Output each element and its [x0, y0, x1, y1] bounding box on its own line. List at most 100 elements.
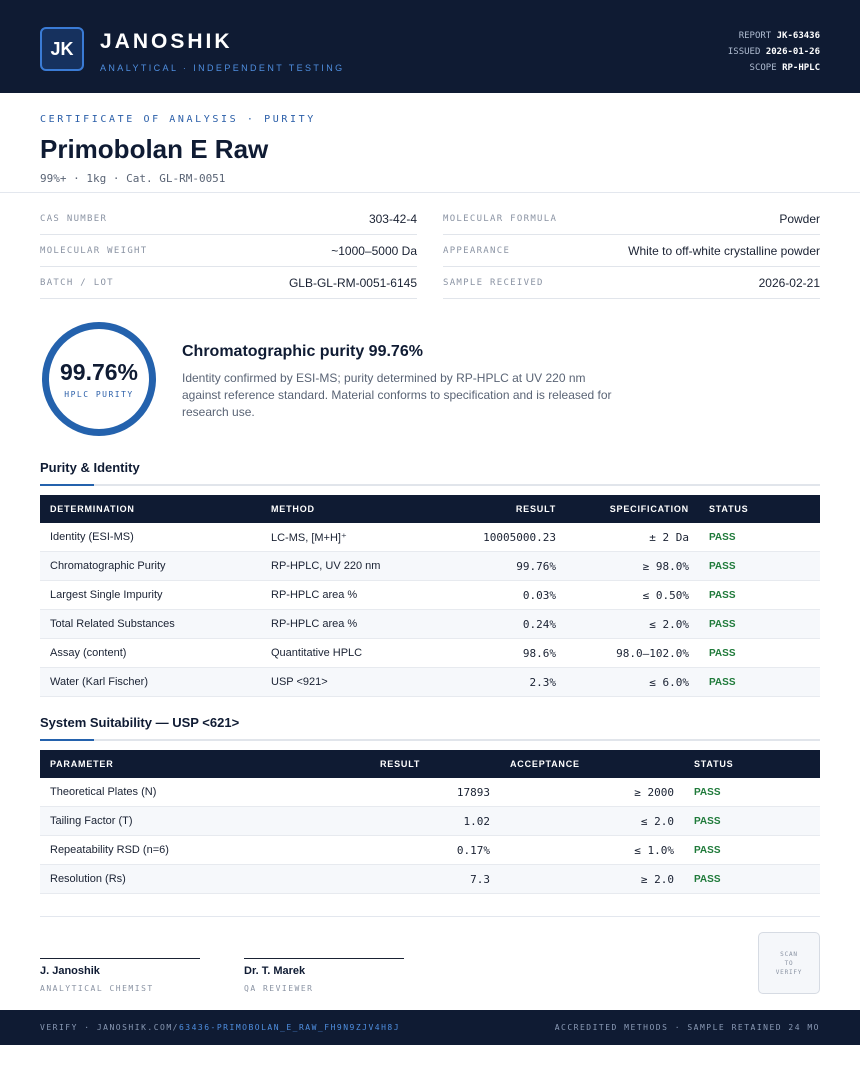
purity-value: 99.76%: [59, 359, 138, 385]
table-header-row: DETERMINATION METHOD RESULT SPECIFICATIO…: [40, 495, 820, 523]
report-meta: REPORT JK-63436 ISSUED 2026-01-26 SCOPE …: [728, 28, 820, 76]
status-badge: PASS: [699, 523, 820, 552]
column-header: RESULT: [380, 759, 421, 769]
footer-note: ACCREDITED METHODS · SAMPLE RETAINED 24 …: [554, 1023, 820, 1032]
report-id-label: REPORT: [738, 31, 772, 41]
issued-value: 2026-01-26: [765, 47, 820, 57]
result-cell: 10005000.23: [435, 523, 566, 552]
property-appearance: APPEARANCE White to off-white crystallin…: [443, 235, 820, 267]
table-row: Tailing Factor (T) 1.02 ≤ 2.0 PASS: [40, 806, 820, 836]
certificate-eyebrow: CERTIFICATE OF ANALYSIS · PURITY: [40, 114, 316, 125]
scope-value: RP-HPLC: [782, 63, 820, 73]
property-key: APPEARANCE: [443, 245, 511, 256]
verify-text: VERIFY · JANOSHIK.COM/63436-PRIMOBOLAN_E…: [40, 1023, 400, 1032]
result-cell: 17893: [310, 778, 500, 807]
result-cell: 0.03%: [435, 580, 566, 610]
property-key: MOLECULAR WEIGHT: [40, 245, 148, 256]
status-badge: PASS: [699, 609, 820, 639]
scope-row: SCOPE RP-HPLC: [728, 60, 820, 76]
table-row: Resolution (Rs) 7.3 ≥ 2.0 PASS: [40, 864, 820, 894]
qr-label: SCAN: [780, 950, 798, 958]
section-rule: [40, 739, 820, 741]
scope-label: SCOPE: [749, 63, 777, 73]
determination-cell: Total Related Substances: [40, 609, 261, 639]
issued-row: ISSUED 2026-01-26: [728, 44, 820, 60]
method-cell: Quantitative HPLC: [261, 638, 435, 668]
brand-logo: JK: [40, 27, 84, 71]
spec-cell: 98.0–102.0%: [566, 638, 699, 668]
table-row: Assay (content) Quantitative HPLC 98.6% …: [40, 638, 820, 668]
brand-name: JANOSHIK: [100, 30, 233, 53]
property-key: CAS NUMBER: [40, 213, 108, 224]
result-cell: 0.17%: [310, 835, 500, 865]
product-title: Primobolan E Raw: [40, 134, 269, 164]
signature-line: [40, 958, 200, 959]
result-cell: 7.3: [310, 864, 500, 894]
method-cell: USP <921>: [261, 667, 435, 697]
property-key: SAMPLE RECEIVED: [443, 277, 544, 288]
spec-cell: ≤ 2.0%: [566, 609, 699, 639]
purity-ring: 99.76% HPLC PURITY: [42, 322, 156, 436]
property-sample-received: SAMPLE RECEIVED 2026-02-21: [443, 267, 820, 299]
column-header: STATUS: [694, 759, 734, 769]
acceptance-cell: ≥ 2000: [500, 778, 684, 807]
status-badge: PASS: [684, 778, 820, 807]
result-cell: 1.02: [310, 806, 500, 836]
section-rule-accent: [40, 739, 94, 741]
signature-name: Dr. T. Marek: [244, 965, 306, 977]
report-header: JK JANOSHIK ANALYTICAL · INDEPENDENT TES…: [0, 0, 860, 93]
determination-cell: Assay (content): [40, 638, 261, 668]
property-value: 2026-02-21: [758, 275, 820, 290]
property-value: White to off-white crystalline powder: [628, 243, 820, 258]
parameter-cell: Resolution (Rs): [40, 864, 310, 894]
signature-role: QA REVIEWER: [244, 984, 314, 993]
system-suitability-table: PARAMETER RESULT ACCEPTANCE STATUS Theor…: [40, 750, 820, 894]
purity-description: Identity confirmed by ESI-MS; purity det…: [182, 371, 612, 419]
determination-cell: Chromatographic Purity: [40, 551, 261, 581]
table-row: Theoretical Plates (N) 17893 ≥ 2000 PASS: [40, 778, 820, 807]
column-header: STATUS: [709, 504, 749, 514]
divider: [0, 192, 860, 193]
table-row: Water (Karl Fischer) USP <921> 2.3% ≤ 6.…: [40, 667, 820, 697]
result-cell: 99.76%: [435, 551, 566, 581]
section-title-purity-identity: Purity & Identity: [40, 460, 140, 475]
status-badge: PASS: [699, 580, 820, 610]
signature-line: [244, 958, 404, 959]
method-cell: RP-HPLC area %: [261, 580, 435, 610]
property-value: ~1000–5000 Da: [331, 243, 417, 258]
qr-label: TO: [784, 959, 794, 967]
verify-link[interactable]: 63436-PRIMOBOLAN_E_RAW_FH9N9ZJV4H8J: [178, 1023, 401, 1032]
status-badge: PASS: [684, 864, 820, 894]
column-header: METHOD: [271, 504, 315, 514]
verify-qr-code[interactable]: SCAN TO VERIFY: [758, 932, 820, 994]
spec-cell: ≤ 6.0%: [566, 667, 699, 697]
qr-label: VERIFY: [775, 968, 803, 976]
status-badge: PASS: [699, 551, 820, 581]
acceptance-cell: ≤ 2.0: [500, 806, 684, 836]
property-value: 303-42-4: [368, 211, 417, 226]
table-row: Identity (ESI-MS) LC-MS, [M+H]⁺ 10005000…: [40, 523, 820, 552]
property-key: MOLECULAR FORMULA: [443, 213, 558, 224]
method-cell: RP-HPLC area %: [261, 609, 435, 639]
purity-heading: Chromatographic purity 99.76%: [182, 343, 423, 360]
property-value: GLB-GL-RM-0051-6145: [288, 275, 417, 290]
property-cas: CAS NUMBER 303-42-4: [40, 203, 417, 235]
result-cell: 98.6%: [435, 638, 566, 668]
acceptance-cell: ≥ 2.0: [500, 864, 684, 894]
status-badge: PASS: [699, 667, 820, 697]
verify-prefix: VERIFY · JANOSHIK.COM/: [40, 1023, 179, 1032]
parameter-cell: Theoretical Plates (N): [40, 778, 310, 807]
brand-tagline: ANALYTICAL · INDEPENDENT TESTING: [100, 63, 345, 73]
method-cell: RP-HPLC, UV 220 nm: [261, 551, 435, 581]
column-header: DETERMINATION: [50, 504, 135, 514]
report-id-row: REPORT JK-63436: [728, 28, 820, 44]
property-key: BATCH / LOT: [40, 277, 114, 288]
property-batch: BATCH / LOT GLB-GL-RM-0051-6145: [40, 267, 417, 299]
table-row: Chromatographic Purity RP-HPLC, UV 220 n…: [40, 551, 820, 581]
spec-cell: ± 2 Da: [566, 523, 699, 552]
signature-name: J. Janoshik: [40, 965, 100, 977]
acceptance-cell: ≤ 1.0%: [500, 835, 684, 865]
parameter-cell: Repeatability RSD (n=6): [40, 835, 310, 865]
report-footer: VERIFY · JANOSHIK.COM/63436-PRIMOBOLAN_E…: [0, 1010, 860, 1045]
spec-cell: ≤ 0.50%: [566, 580, 699, 610]
